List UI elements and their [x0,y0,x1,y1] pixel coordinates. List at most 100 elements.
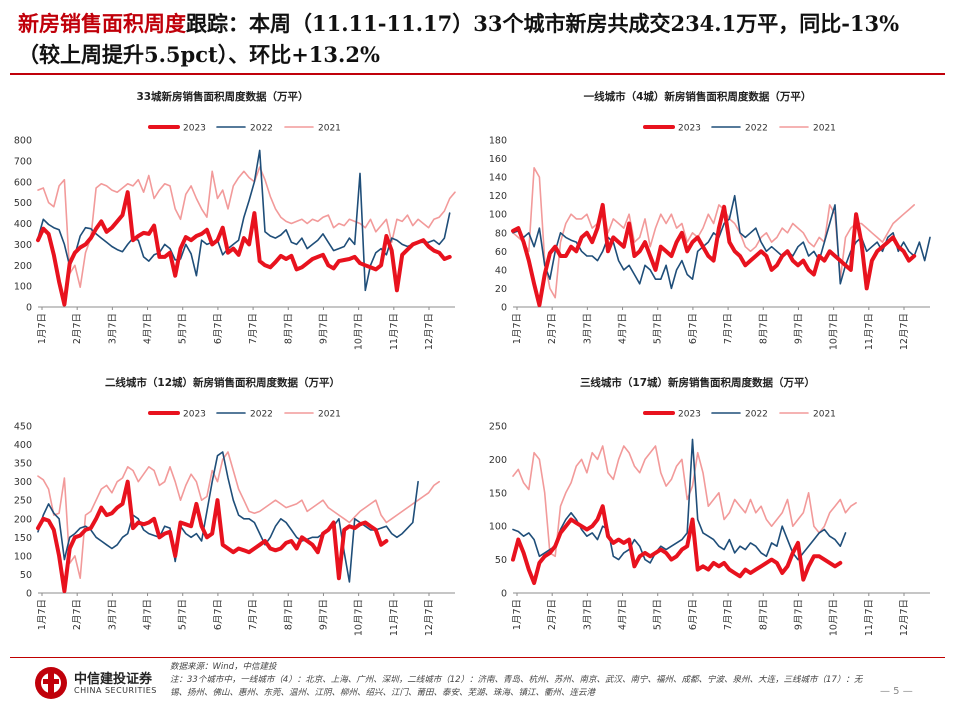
x-tick-label: 4月7日 [618,313,629,344]
x-tick-label: 9月7日 [793,599,804,630]
y-tick-label: 100 [489,522,507,533]
chart-svg: 一线城市（4城）新房销售面积周度数据（万平） 2023 2022 2021 0 20 40 6… [489,90,931,350]
title-divider [10,73,945,75]
chart-svg: 33城新房销售面积周度数据（万平） 2023 2022 2021 0 100 200 300 4… [14,90,456,350]
x-tick-label: 4月7日 [618,599,629,630]
chart-svg: 二线城市（12城）新房销售面积周度数据（万平） 2023 2022 2021 0 50 10… [14,376,455,636]
legend-label-2023: 2023 [678,410,701,420]
chart-tier3-cities: 三线城市（17城）新房销售面积周度数据（万平） 2023 2022 2021 0 50 10… [475,368,940,653]
x-tick-label: 9月7日 [318,313,329,344]
y-tick-label: 0 [26,303,32,314]
y-tick-label: 350 [14,459,32,470]
chart-tier1-cities: 一线城市（4城）新房销售面积周度数据（万平） 2023 2022 2021 0 20 40 6… [475,82,940,367]
chart-title: 二线城市（12城）新房销售面积周度数据（万平） [105,376,340,389]
x-tick-label: 2月7日 [547,313,558,344]
y-tick-label: 250 [14,496,32,507]
footer-divider [10,657,945,658]
y-tick-label: 450 [14,422,32,433]
y-tick-label: 500 [14,198,32,209]
y-tick-label: 200 [14,261,32,272]
x-tick-label: 12月7日 [424,313,435,350]
legend-label-2021: 2021 [318,124,341,134]
legend-label-2021: 2021 [813,124,836,134]
chart-tier2-cities: 二线城市（12城）新房销售面积周度数据（万平） 2023 2022 2021 0 50 10… [0,368,465,653]
legend-label-2021: 2021 [318,410,341,420]
x-tick-label: 1月7日 [512,599,523,630]
x-tick-label: 11月7日 [864,313,875,350]
x-tick-label: 8月7日 [283,313,294,344]
legend-label-2022: 2022 [250,410,273,420]
x-axis: 1月7日 2月7日 3月7日 4月7日 5月7日 6月7日 7月7日 8月7日 9月7日 10月7… [37,593,435,636]
x-tick-label: 9月7日 [318,599,329,630]
x-tick-label: 12月7日 [424,599,435,636]
chart-title: 一线城市（4城）新房销售面积周度数据（万平） [584,90,812,103]
y-axis: 0 50 100 150 200 250 300 350 400 450 [14,422,32,600]
x-tick-label: 12月7日 [899,313,910,350]
x-tick-label: 3月7日 [107,313,118,344]
y-tick-label: 300 [14,240,32,251]
footer-notes: 数据来源：Wind，中信建投 注：33个城市中，一线城市（4）：北京、上海、广州… [170,661,870,700]
legend-label-2022: 2022 [745,124,768,134]
logo-text-en: CHINA SECURITIES [74,686,157,695]
y-tick-label: 20 [495,284,507,295]
x-tick-label: 7月7日 [723,599,734,630]
chart-legend: 2023 2022 2021 [643,124,836,134]
x-tick-label: 5月7日 [178,599,189,630]
y-axis: 0 50 100 150 200 250 [489,422,507,600]
x-tick-label: 4月7日 [143,313,154,344]
series-line-2023 [36,190,452,307]
x-tick-label: 6月7日 [688,599,699,630]
company-logo: 中信建投证券 CHINA SECURITIES [32,664,172,704]
y-tick-label: 250 [489,422,507,433]
x-tick-label: 2月7日 [72,313,83,344]
y-tick-label: 60 [495,247,507,258]
series-line-2023 [36,479,389,594]
y-tick-label: 300 [14,477,32,488]
y-tick-label: 50 [495,555,507,566]
x-axis: 1月7日 2月7日 3月7日 4月7日 5月7日 6月7日 7月7日 8月7日 9月7日 10月7… [512,307,910,350]
y-tick-label: 180 [489,136,507,147]
x-tick-label: 3月7日 [582,599,593,630]
chart-title: 三线城市（17城）新房销售面积周度数据（万平） [580,376,815,389]
y-tick-label: 120 [489,191,507,202]
x-tick-label: 6月7日 [213,599,224,630]
x-tick-label: 4月7日 [143,599,154,630]
y-tick-label: 50 [20,570,32,581]
x-tick-label: 5月7日 [178,313,189,344]
y-tick-label: 0 [501,589,507,600]
legend-label-2023: 2023 [183,124,206,134]
y-tick-label: 40 [495,265,507,276]
company-logo-icon [35,667,67,699]
series-line-2021 [37,451,441,579]
logo-text-cn: 中信建投证券 [74,672,153,687]
page-title: 新房销售面积周度跟踪：本周（11.11-11.17）33个城市新房共成交234.… [18,8,938,70]
legend-label-2021: 2021 [813,410,836,420]
x-tick-label: 3月7日 [582,313,593,344]
y-tick-label: 800 [14,136,32,147]
x-tick-label: 1月7日 [512,313,523,344]
legend-label-2022: 2022 [250,124,273,134]
series-line-2023 [511,202,917,308]
x-tick-label: 2月7日 [72,599,83,630]
series-line-2021 [37,166,456,288]
y-tick-label: 0 [501,303,507,314]
x-tick-label: 8月7日 [758,313,769,344]
x-tick-label: 3月7日 [107,599,118,630]
chart-title: 33城新房销售面积周度数据（万平） [136,90,308,103]
x-tick-label: 9月7日 [793,313,804,344]
page-title-rest: 跟踪：本周（11.11-11.17）33个城市新房共成交234.1万平，同比-1… [18,11,900,67]
series-line-2021 [512,167,916,299]
series-line-2023 [511,504,843,585]
x-axis: 1月7日 2月7日 3月7日 4月7日 5月7日 6月7日 7月7日 8月7日 9月7日 10月7… [512,593,910,636]
y-tick-label: 80 [495,228,507,239]
chart-33-cities: 33城新房销售面积周度数据（万平） 2023 2022 2021 0 100 200 300 4… [0,82,465,367]
y-tick-label: 100 [14,282,32,293]
y-tick-label: 200 [489,455,507,466]
y-tick-label: 0 [26,589,32,600]
y-axis: 0 100 200 300 400 500 600 700 800 [14,136,32,314]
x-tick-label: 7月7日 [723,313,734,344]
chart-legend: 2023 2022 2021 [643,410,836,420]
x-tick-label: 5月7日 [653,313,664,344]
page-number: — 5 — [880,686,913,697]
y-tick-label: 150 [14,533,32,544]
